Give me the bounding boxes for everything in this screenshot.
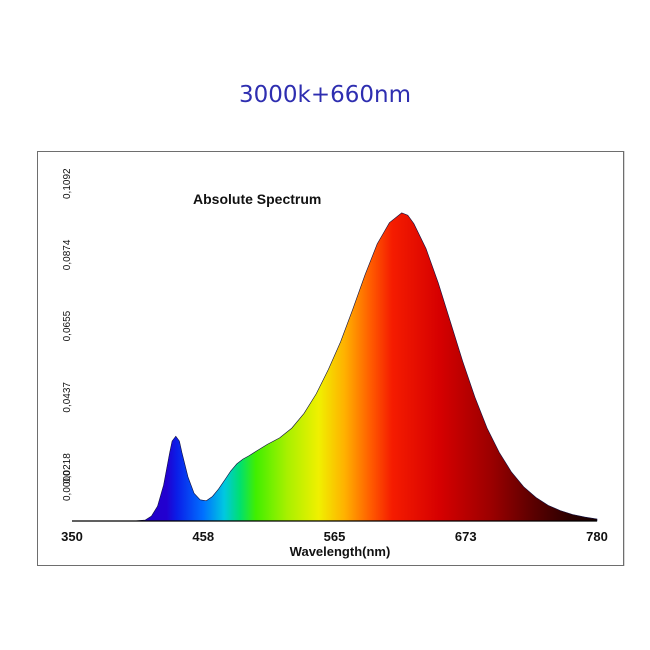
x-tick-label: 458 xyxy=(192,529,214,544)
y-tick-label: 0,0655 xyxy=(62,310,73,341)
x-tick-label: 350 xyxy=(61,529,83,544)
page-title: 3000k+660nm xyxy=(238,82,411,108)
spectrum-area xyxy=(72,212,598,522)
y-tick-label: 0,0437 xyxy=(62,382,73,413)
chart-title: Absolute Spectrum xyxy=(193,191,321,207)
x-tick-label: 565 xyxy=(324,529,346,544)
divider xyxy=(624,151,625,566)
y-tick-label: 0,1092 xyxy=(62,168,73,199)
x-axis-label: Wavelength(nm) xyxy=(290,544,391,559)
y-tick-label: 0,0874 xyxy=(62,239,73,270)
y-tick-label: 0,0218 xyxy=(62,453,73,484)
y-tick-label: 0,0000 xyxy=(62,470,73,501)
x-tick-label: 780 xyxy=(586,529,608,544)
x-tick-label: 673 xyxy=(455,529,477,544)
